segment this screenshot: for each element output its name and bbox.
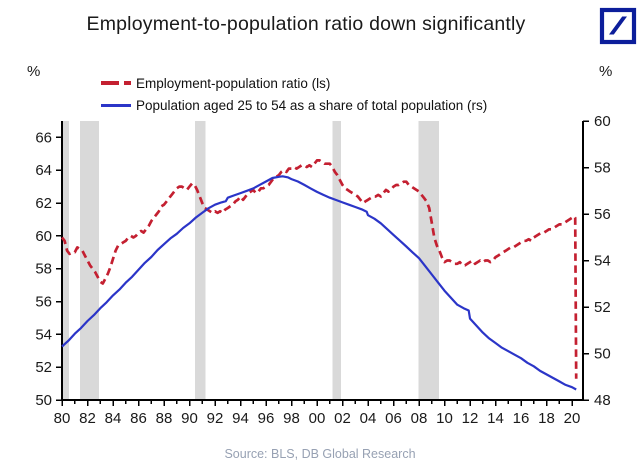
chart-title: Employment-to-population ratio down sign… [86, 13, 526, 35]
legend-solid-swatch [101, 103, 133, 107]
legend-item-population-share: Population aged 25 to 54 as a share of t… [101, 94, 487, 116]
x-axis-tick-label: 84 [105, 410, 122, 427]
x-axis-tick-label: 18 [538, 410, 555, 427]
left-axis-tick-label: 58 [35, 261, 52, 278]
left-axis-tick-label: 60 [35, 228, 52, 245]
left-axis-tick-label: 64 [35, 162, 52, 179]
x-axis-tick-label: 14 [487, 410, 504, 427]
source-note: Source: BLS, DB Global Research [224, 447, 416, 461]
right-axis-tick-label: 52 [594, 299, 611, 316]
right-axis-tick-label: 60 [594, 113, 611, 130]
recession-band [195, 121, 206, 400]
recession-band [332, 121, 342, 400]
x-axis-tick-label: 88 [156, 410, 173, 427]
x-axis-tick-label: 82 [79, 410, 96, 427]
x-axis-tick-label: 80 [54, 410, 71, 427]
right-axis-tick-label: 50 [594, 346, 611, 363]
logo-square [599, 7, 637, 45]
x-axis-tick-label: 10 [436, 410, 453, 427]
x-axis-tick-label: 86 [130, 410, 147, 427]
left-axis-tick-label: 52 [35, 359, 52, 376]
legend: Employment-population ratio (ls) Populat… [101, 72, 487, 116]
x-axis-tick-label: 98 [283, 410, 300, 427]
x-axis-tick-label: 94 [232, 410, 249, 427]
left-axis-unit: % [27, 63, 41, 80]
right-axis-tick-label: 48 [594, 392, 611, 409]
x-axis-tick-label: 04 [360, 410, 377, 427]
x-axis-tick-label: 12 [462, 410, 479, 427]
x-axis-tick-label: 00 [309, 410, 326, 427]
left-axis-tick-label: 54 [35, 326, 52, 343]
x-axis-tick-label: 20 [564, 410, 581, 427]
x-axis-tick-label: 90 [181, 410, 198, 427]
x-axis-tick-label: 92 [207, 410, 224, 427]
deutsche-bank-logo-icon [599, 7, 637, 45]
right-axis-tick-label: 54 [594, 253, 611, 270]
recession-band [418, 121, 439, 400]
logo-slash [609, 16, 627, 35]
x-axis-tick-label: 96 [258, 410, 275, 427]
x-axis-tick-label: 02 [334, 410, 351, 427]
left-axis-tick-label: 62 [35, 195, 52, 212]
x-axis-tick-label: 16 [513, 410, 530, 427]
deutsche-bank-logo-svg [599, 7, 637, 45]
red-dash-short [124, 81, 131, 85]
recession-band [62, 121, 70, 400]
left-axis-tick-label: 66 [35, 129, 52, 146]
right-axis-tick-label: 56 [594, 206, 611, 223]
left-axis-tick-label: 56 [35, 294, 52, 311]
series-line-population-25-54-share [61, 175, 577, 391]
x-axis-tick-label: 06 [385, 410, 402, 427]
legend-label-employment-ratio: Employment-population ratio (ls) [136, 75, 331, 91]
right-axis-tick-label: 58 [594, 160, 611, 177]
left-axis-tick-label: 50 [35, 392, 52, 409]
right-axis-unit: % [599, 63, 613, 80]
red-dash-long [101, 81, 119, 85]
legend-dashed-swatch [101, 81, 133, 85]
legend-item-employment-ratio: Employment-population ratio (ls) [101, 72, 487, 94]
legend-label-population-share: Population aged 25 to 54 as a share of t… [136, 97, 488, 113]
recession-band [79, 121, 99, 400]
blue-line-swatch [101, 103, 131, 107]
x-axis-tick-label: 08 [411, 410, 428, 427]
